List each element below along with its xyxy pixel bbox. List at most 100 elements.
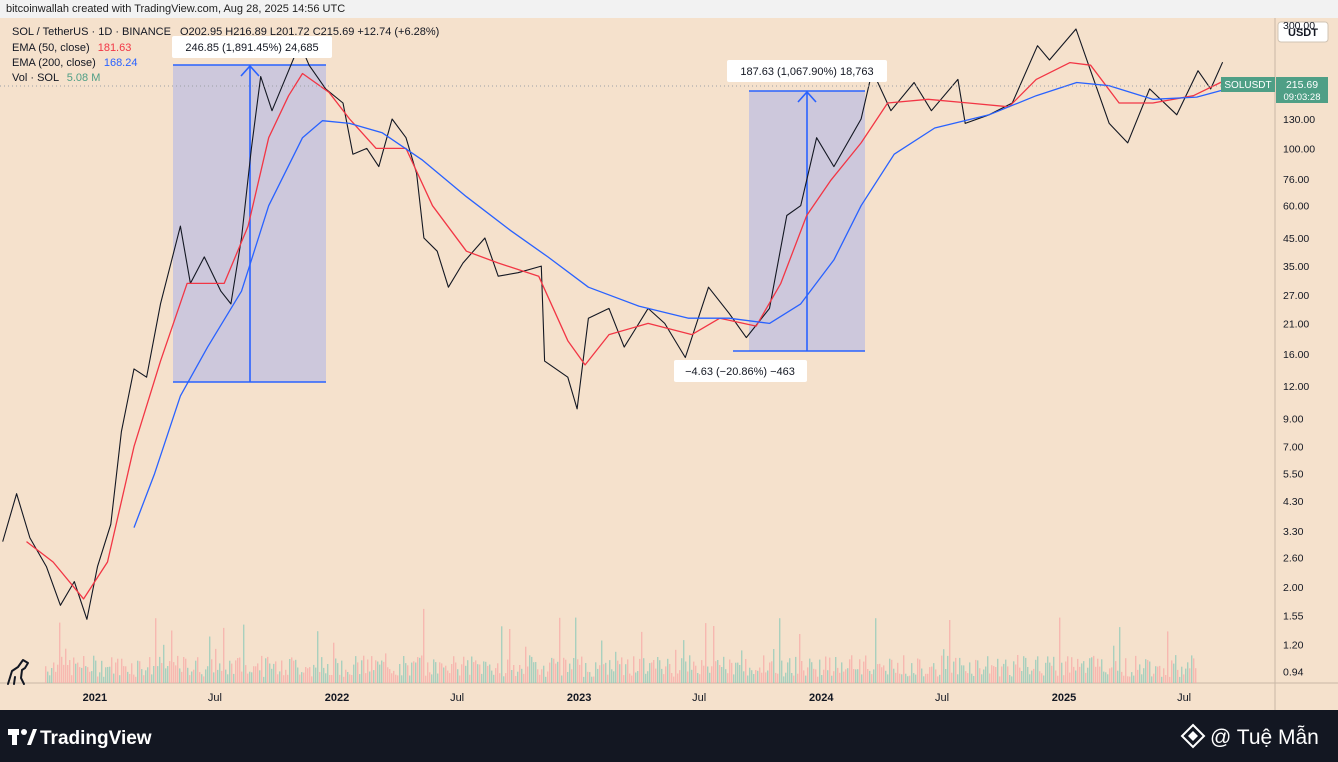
- volume-bar: [475, 660, 477, 683]
- volume-bar: [887, 674, 889, 683]
- volume-bar: [509, 629, 511, 683]
- volume-bar: [341, 660, 343, 683]
- volume-bar: [255, 666, 257, 683]
- volume-bar: [687, 671, 689, 683]
- volume-bar: [807, 667, 809, 683]
- volume-bar: [353, 664, 355, 683]
- volume-bar: [873, 669, 875, 683]
- volume-bar: [771, 661, 773, 683]
- volume-bar: [223, 627, 225, 683]
- volume-bar: [191, 671, 193, 683]
- volume-bar: [1119, 627, 1121, 683]
- volume-bar: [1025, 657, 1027, 683]
- volume-bar: [915, 674, 917, 683]
- volume-bar: [1145, 659, 1147, 683]
- volume-bar: [1175, 655, 1177, 683]
- volume-bar: [467, 660, 469, 683]
- volume-bar: [535, 662, 537, 683]
- volume-bar: [735, 662, 737, 683]
- volume-bar: [125, 666, 127, 683]
- volume-bar: [1113, 645, 1115, 683]
- volume-bar: [1085, 672, 1087, 683]
- volume-bar: [121, 658, 123, 683]
- volume-bar: [239, 657, 241, 683]
- volume-bar: [1127, 676, 1129, 683]
- volume-bar: [277, 674, 279, 683]
- volume-bar: [83, 656, 85, 683]
- volume-bar: [569, 663, 571, 683]
- volume-bar: [1189, 668, 1191, 683]
- price-tick: 3.30: [1283, 526, 1304, 538]
- volume-bar: [101, 660, 103, 683]
- volume-bar: [789, 658, 791, 683]
- volume-bar: [1077, 658, 1079, 683]
- volume-bar: [1039, 671, 1041, 683]
- volume-bar: [331, 675, 333, 683]
- volume-bar: [429, 672, 431, 683]
- volume-bar: [553, 658, 555, 683]
- volume-bar: [73, 657, 75, 683]
- measure-ranges[interactable]: [173, 64, 865, 383]
- currency-button[interactable]: USDT: [1277, 21, 1329, 43]
- volume-bar: [941, 655, 943, 683]
- volume-bar: [689, 655, 691, 683]
- dino-icon[interactable]: [7, 659, 29, 685]
- volume-bar: [217, 669, 219, 683]
- volume-bar: [379, 664, 381, 683]
- volume-bar: [325, 673, 327, 683]
- volume-bar: [1059, 617, 1061, 683]
- volume-bar: [167, 666, 169, 683]
- currency-button-box[interactable]: [1277, 21, 1329, 43]
- volume-bar: [69, 660, 71, 683]
- volume-bar: [519, 665, 521, 683]
- volume-bar: [71, 675, 73, 683]
- volume-bar: [727, 673, 729, 683]
- volume-bar: [747, 675, 749, 683]
- volume-bar: [993, 666, 995, 683]
- price-scale-background: [1275, 18, 1338, 710]
- volume-bar: [485, 661, 487, 683]
- volume-bar: [859, 659, 861, 683]
- time-tick: 2025: [1052, 692, 1076, 704]
- volume-bar: [447, 670, 449, 683]
- volume-bar: [293, 660, 295, 683]
- price-tick: 1.55: [1283, 611, 1304, 623]
- volume-bar: [479, 664, 481, 683]
- volume-bar: [1045, 662, 1047, 683]
- last-price-badge: SOLUSDT 215.69 09:03:28: [1221, 77, 1328, 103]
- volume-bar: [405, 663, 407, 683]
- volume-bar: [683, 640, 685, 683]
- volume-bar: [575, 617, 577, 683]
- volume-bar: [257, 663, 259, 683]
- volume-bar: [63, 664, 65, 683]
- volume-bar: [831, 675, 833, 683]
- volume-bar: [901, 674, 903, 683]
- volume-bar: [1053, 656, 1055, 683]
- volume-bar: [725, 669, 727, 683]
- volume-bar: [529, 655, 531, 683]
- volume-bar: [795, 656, 797, 683]
- volume-bar: [377, 661, 379, 683]
- legend-volume-value: 5.08 M: [67, 72, 101, 84]
- volume-bar: [921, 668, 923, 683]
- volume-bar: [139, 661, 141, 683]
- price-tick: 4.30: [1283, 496, 1304, 508]
- volume-bar: [953, 661, 955, 683]
- volume-bar: [1173, 663, 1175, 683]
- volume-bar: [271, 668, 273, 683]
- volume-bar: [691, 669, 693, 683]
- volume-bar: [189, 675, 191, 683]
- time-tick: Jul: [208, 692, 222, 704]
- volume-bar: [635, 672, 637, 683]
- volume-bar: [119, 675, 121, 683]
- volume-bar: [497, 663, 499, 683]
- volume-bar: [93, 655, 95, 683]
- volume-bar: [919, 659, 921, 683]
- volume-bar: [395, 674, 397, 683]
- volume-bar: [813, 668, 815, 683]
- volume-bar: [1075, 670, 1077, 683]
- volume-bar: [997, 658, 999, 683]
- range-2-label: 187.63 (1,067.90%) 18,763: [740, 66, 873, 78]
